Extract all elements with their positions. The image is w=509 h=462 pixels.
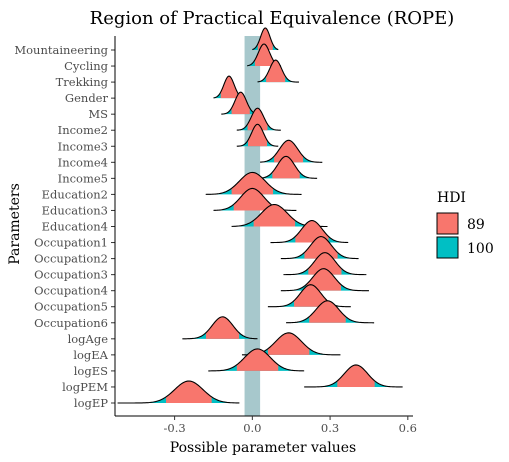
density-line [205,171,302,195]
hdi89-area [308,252,342,275]
y-tick-label: Income2 [58,123,108,137]
y-axis: Mountaineering Cycling Trekking Gender MS Inc… [14,36,116,416]
y-tick-label: Occupation5 [34,300,108,314]
y-tick-label: Occupation3 [34,268,108,282]
ridge-Occupation4 [280,268,369,292]
hdi89-area [166,381,212,403]
ridge-logES [208,348,305,372]
y-tick-label: Trekking [56,75,109,89]
y-axis-label: Parameters [7,183,23,265]
ridge-logPEM [304,364,403,388]
hdi89-area [253,204,296,227]
density-line [283,252,367,276]
hdi89-area [272,156,300,179]
density-line [257,59,299,83]
x-tick-label: -0.3 [164,421,186,435]
hdi89-area [306,268,342,291]
density-line [280,268,369,292]
ridge-logAge [182,316,258,340]
y-tick-label: Occupation1 [34,236,108,250]
ridge-Occupation2 [280,236,359,260]
density-line [267,284,351,308]
hdi89-area [254,44,274,67]
y-tick-label: Education4 [42,220,108,234]
ridge-Income3 [236,123,279,147]
ridge-Trekking [257,59,299,83]
y-tick-label: Cycling [64,59,108,73]
density-line [257,155,318,179]
hdi89-area [231,92,250,115]
density-line [221,91,258,115]
x-tick-label: 0.0 [243,421,261,435]
hdi89-area [304,236,338,259]
hdi89-area [337,364,375,387]
ridge-Income4 [260,139,323,163]
y-tick-label: Occupation6 [34,316,108,330]
density-line [280,236,359,260]
hdi89-area [247,108,268,131]
hdi89-area [233,188,271,211]
hdi89-area [205,316,240,339]
legend: HDI 89 100 [436,190,494,259]
hdi89-area [294,284,328,307]
density-line [208,348,305,372]
legend-title: HDI [437,190,466,206]
density-line [182,316,258,340]
ridge-Occupation3 [283,252,367,276]
y-tick-label: Occupation2 [34,252,108,266]
legend-swatch-100 [436,236,459,259]
y-tick-label: MS [88,107,108,121]
y-tick-label: logPEM [62,380,108,394]
y-tick-label: Gender [65,91,109,105]
legend-label-100: 100 [467,241,494,257]
y-tick-label: logEA [73,348,108,362]
legend-label-89: 89 [467,217,485,233]
legend-swatch-89 [436,212,459,235]
hdi89-area [231,172,274,195]
hdi89-area [266,60,286,83]
y-tick-label: Education2 [42,187,108,201]
hdi89-area [267,332,310,355]
y-tick-label: Income4 [58,155,108,169]
ridge-Education2 [205,171,302,195]
density-line [304,364,403,388]
y-tick-label: logEP [74,396,108,410]
chart-title: Region of Practical Equivalence (ROPE) [90,8,455,29]
density-line [236,123,279,147]
plot-area [117,27,403,416]
y-tick-label: Mountaineering [14,43,108,57]
y-tick-label: logAge [68,332,109,346]
x-axis-label: Possible parameter values [170,440,356,456]
density-line [252,27,279,51]
density-line [260,139,323,163]
hdi89-area [220,76,238,99]
ridge-Occupation5 [267,284,351,308]
y-tick-label: Income3 [58,139,108,153]
ridge-MS [221,91,258,115]
x-tick-label: 0.6 [399,421,417,435]
density-line [236,107,281,131]
density-line [117,380,240,404]
hdi89-area [257,28,273,50]
ridge-Income5 [257,155,318,179]
density-line [286,300,375,324]
ridge-Income2 [236,107,281,131]
x-axis: -0.3 0.0 0.3 0.6 [115,415,417,435]
hdi89-area [236,348,279,371]
y-tick-label: Occupation4 [34,284,108,298]
x-tick-label: 0.3 [321,421,339,435]
y-tick-label: Income5 [58,171,108,185]
ridge-logEP [117,380,240,404]
hdi89-area [274,140,304,163]
hdi89-area [247,124,268,147]
density-line [270,220,349,244]
y-tick-label: logES [74,364,108,378]
hdi89-area [309,300,346,323]
ridge-Occupation6 [286,300,375,324]
y-tick-label: Education3 [42,203,108,217]
ridge-Mountaineering [252,27,279,51]
